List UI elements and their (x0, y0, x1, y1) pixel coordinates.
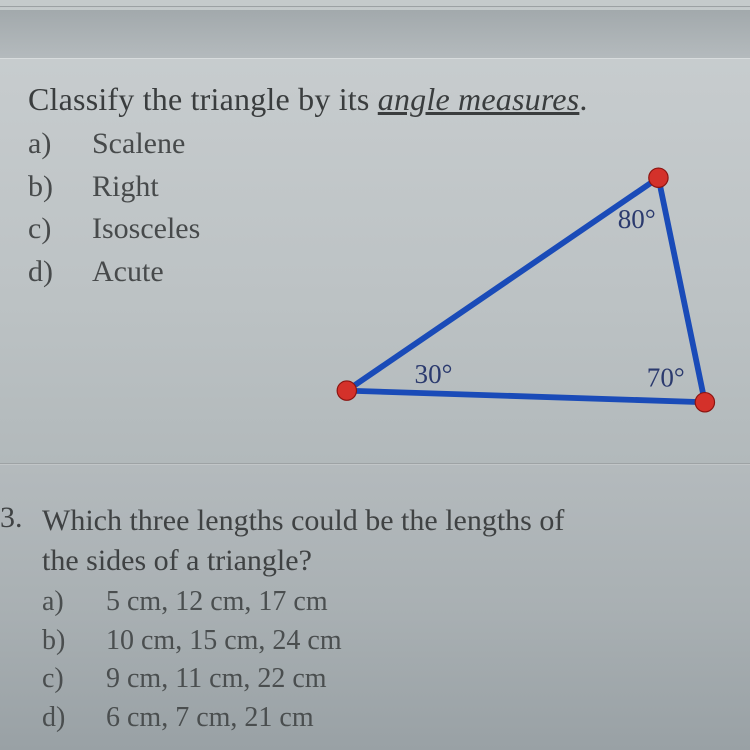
option-letter: c) (42, 660, 106, 699)
vertex-top (649, 168, 668, 187)
q3-option-d[interactable]: d) 6 cm, 7 cm, 21 cm (42, 699, 342, 738)
q3-option-a[interactable]: a) 5 cm, 12 cm, 17 cm (42, 583, 342, 622)
q2-options: a) Scalene b) Right c) Isosceles d) Acut… (28, 123, 200, 293)
option-letter: b) (28, 166, 92, 209)
top-divider (0, 6, 750, 8)
vertex-right (695, 393, 714, 412)
option-text: 6 cm, 7 cm, 21 cm (106, 699, 314, 738)
q3-option-b[interactable]: b) 10 cm, 15 cm, 24 cm (42, 622, 342, 661)
page-gap (0, 10, 750, 58)
option-text: Scalene (92, 123, 185, 166)
triangle-diagram: 30° 70° 80° (306, 139, 736, 439)
q2-stem: Classify the triangle by its angle measu… (28, 81, 588, 118)
q2-option-c[interactable]: c) Isosceles (28, 208, 200, 251)
option-letter: a) (42, 583, 106, 622)
option-text: 10 cm, 15 cm, 24 cm (106, 622, 342, 661)
q2-option-b[interactable]: b) Right (28, 166, 200, 209)
q2-option-a[interactable]: a) Scalene (28, 123, 200, 166)
option-text: Right (92, 166, 159, 209)
q3-stem-line1: Which three lengths could be the lengths… (42, 504, 564, 537)
option-text: Acute (92, 251, 164, 294)
option-text: Isosceles (92, 208, 200, 251)
vertex-left (337, 381, 356, 400)
option-letter: d) (42, 699, 106, 738)
q3-number: 3. (0, 501, 23, 535)
option-text: 5 cm, 12 cm, 17 cm (106, 583, 328, 622)
angle-label-80: 80° (618, 204, 656, 234)
option-letter: c) (28, 208, 92, 251)
q3-stem-line2: the sides of a triangle? (42, 544, 312, 577)
q2-stem-emph: angle measures (378, 81, 580, 117)
q3-options: a) 5 cm, 12 cm, 17 cm b) 10 cm, 15 cm, 2… (42, 583, 342, 738)
option-letter: d) (28, 251, 92, 294)
option-text: 9 cm, 11 cm, 22 cm (106, 660, 327, 699)
option-letter: b) (42, 622, 106, 661)
question-3-section: 3. Which three lengths could be the leng… (0, 465, 750, 750)
q2-option-d[interactable]: d) Acute (28, 251, 200, 294)
option-letter: a) (28, 123, 92, 166)
q2-stem-suffix: . (579, 81, 587, 117)
triangle-svg: 30° 70° 80° (306, 139, 736, 439)
q2-stem-prefix: Classify the triangle by its (28, 81, 378, 117)
angle-label-30: 30° (415, 359, 453, 389)
question-2-section: Classify the triangle by its angle measu… (0, 58, 750, 463)
q3-option-c[interactable]: c) 9 cm, 11 cm, 22 cm (42, 660, 342, 699)
angle-label-70: 70° (647, 363, 685, 393)
q3-stem: Which three lengths could be the lengths… (42, 501, 564, 580)
worksheet-page: Classify the triangle by its angle measu… (0, 0, 750, 750)
